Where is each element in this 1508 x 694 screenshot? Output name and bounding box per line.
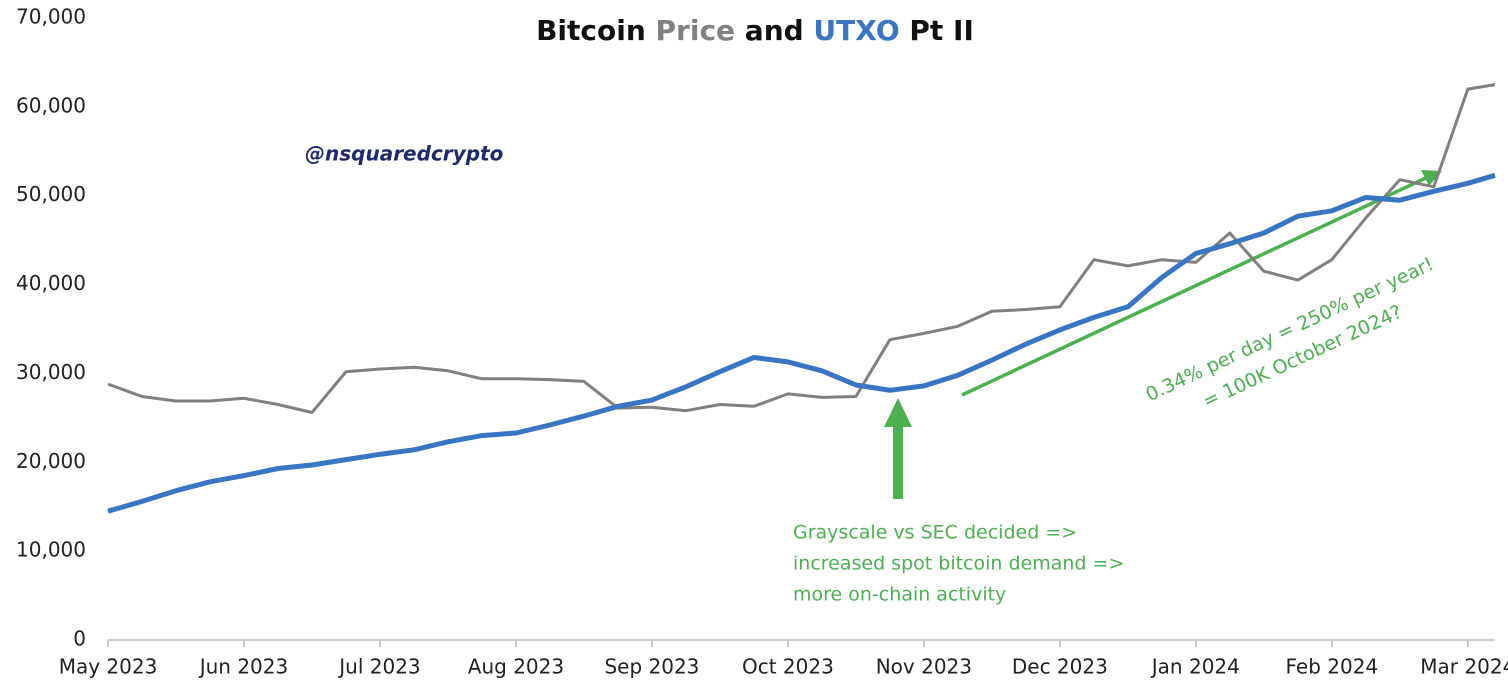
title-part: Pt II xyxy=(909,14,974,47)
series-line xyxy=(107,172,1496,514)
x-tick-label: Nov 2023 xyxy=(876,655,972,679)
chart-title: Bitcoin Price and UTXO Pt II xyxy=(536,14,974,47)
x-tick-label: Oct 2023 xyxy=(742,655,834,679)
y-tick-label: 70,000 xyxy=(16,5,86,29)
title-part: Bitcoin xyxy=(536,14,646,47)
y-tick-label: 30,000 xyxy=(16,360,86,384)
y-tick-label: 40,000 xyxy=(16,271,86,295)
annotation-line: 0.34% per day = 250% per year! xyxy=(1142,253,1437,406)
annotation-line: increased spot bitcoin demand => xyxy=(793,553,1124,575)
annotation: Grayscale vs SEC decided => increased spo… xyxy=(793,522,1124,606)
annotation-line: more on-chain activity xyxy=(793,584,1006,606)
x-tick-label: Feb 2024 xyxy=(1285,655,1378,679)
x-tick-label: Aug 2023 xyxy=(468,655,564,679)
x-tick-label: May 2023 xyxy=(59,655,158,679)
axes: 0 10,000 20,000 30,000 40,000 50,000 60,000 70,… xyxy=(16,5,1508,679)
series-line xyxy=(107,83,1496,414)
title-part: and xyxy=(745,14,804,47)
title-series-name: UTXO xyxy=(813,14,899,47)
x-tick-label: Jun 2023 xyxy=(198,655,289,679)
x-tick-label: Dec 2023 xyxy=(1012,655,1108,679)
x-tick-label: Sep 2023 xyxy=(604,655,699,679)
watermark: @nsquaredcrypto xyxy=(305,142,504,166)
y-tick-label: 0 xyxy=(73,627,86,651)
x-tick-label: Jan 2024 xyxy=(1150,655,1240,679)
x-tick-label: Jul 2023 xyxy=(337,655,420,679)
arrow-head xyxy=(884,398,912,427)
title-series-name: Price xyxy=(656,14,736,47)
arrow-shaft xyxy=(893,425,903,499)
y-tick-label: 10,000 xyxy=(16,538,86,562)
x-tick-label: Mar 2024 xyxy=(1420,655,1508,679)
trend-arrow-shaft xyxy=(961,175,1429,397)
y-tick-label: 50,000 xyxy=(16,182,86,206)
annotation-line: Grayscale vs SEC decided => xyxy=(793,522,1077,544)
y-tick-label: 60,000 xyxy=(16,93,86,117)
y-tick-label: 20,000 xyxy=(16,449,86,473)
